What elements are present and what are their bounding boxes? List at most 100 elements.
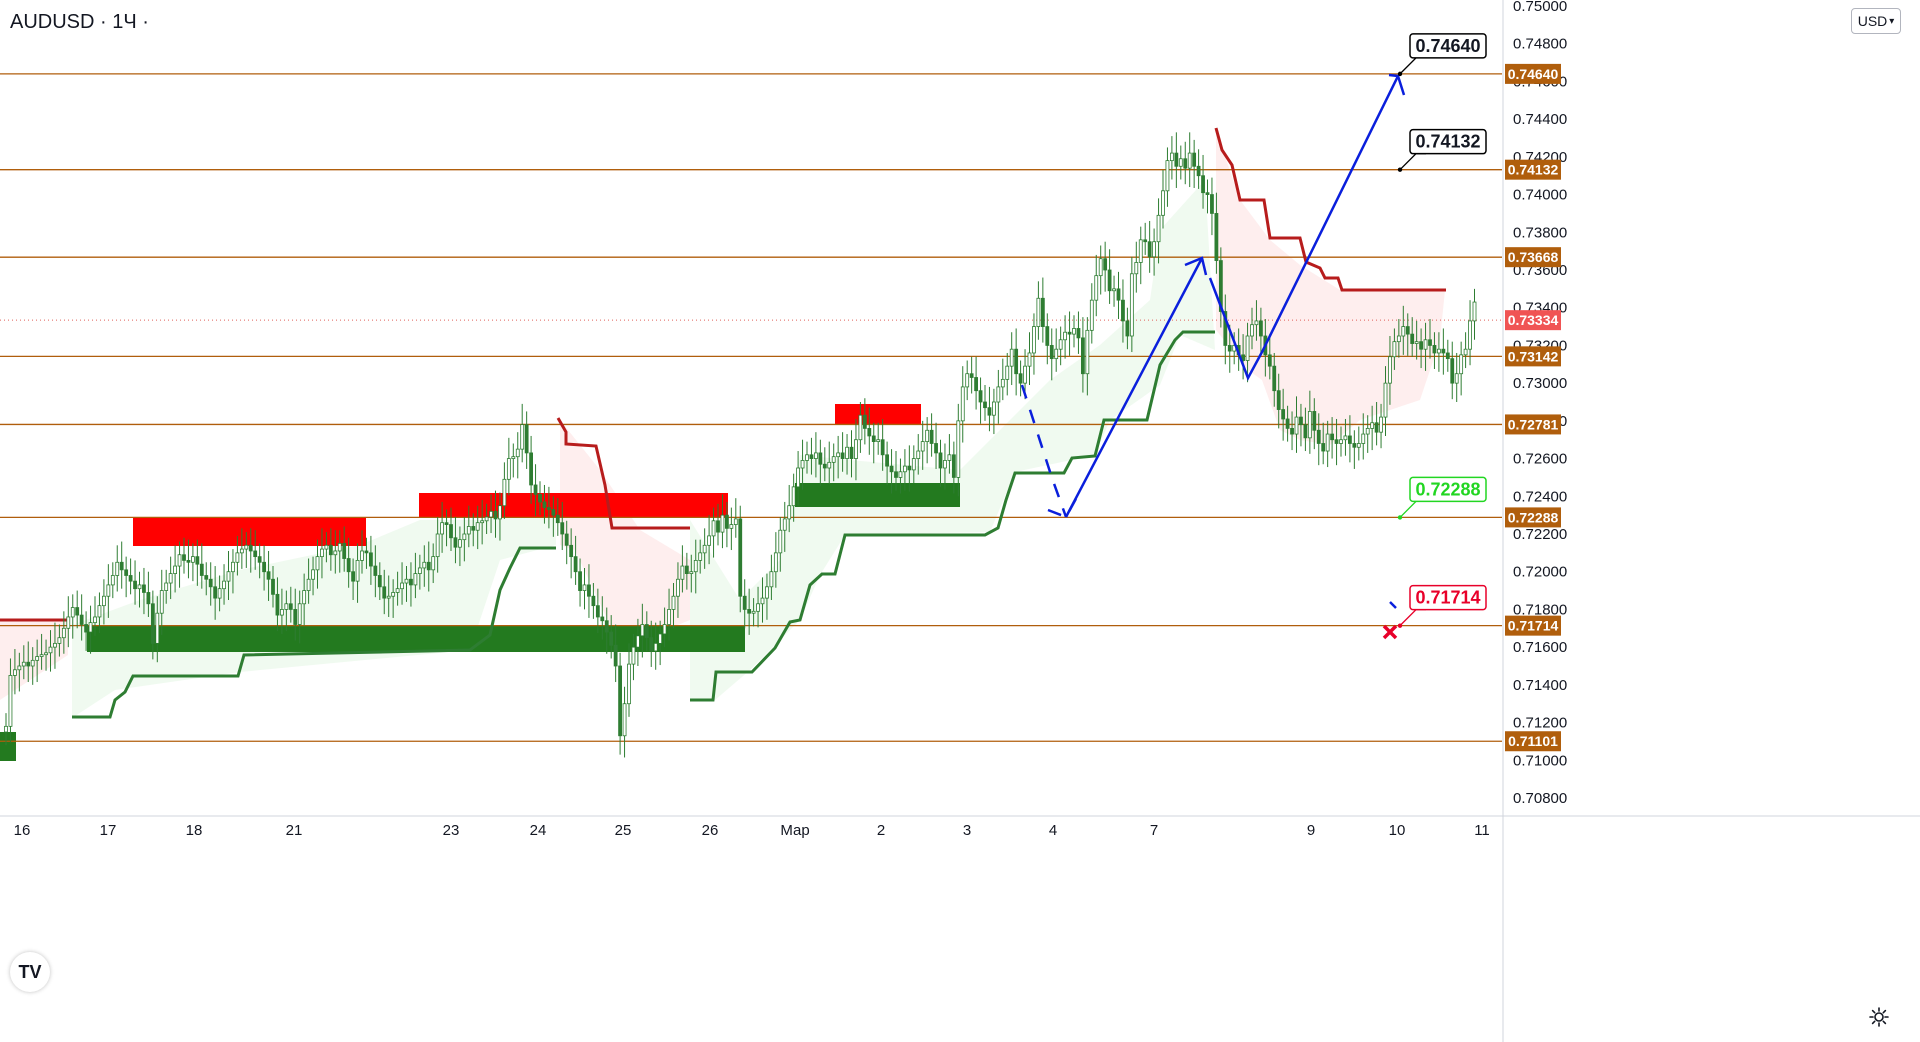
candle-body <box>235 552 240 563</box>
level-price-label-5: 0.72781 <box>1508 416 1559 432</box>
callout-anchor-2 <box>1397 167 1403 172</box>
candle-body <box>66 616 71 629</box>
candle-body <box>885 454 889 467</box>
candle-body <box>208 578 213 588</box>
candle-body <box>1227 345 1232 352</box>
candle-body <box>782 518 787 531</box>
candle-body <box>738 518 743 597</box>
candle-body <box>231 561 235 573</box>
candle-body <box>324 544 329 550</box>
candle-body <box>769 571 774 588</box>
candle-body <box>119 561 124 571</box>
candle-body <box>226 571 231 582</box>
candle-body <box>462 533 467 541</box>
fill-green-1 <box>72 500 556 718</box>
callout-leader-1 <box>1399 57 1426 75</box>
callout-box-2 <box>1409 128 1487 155</box>
price-tick: 0.72400 <box>1513 488 1567 505</box>
candle-body <box>386 595 391 599</box>
candle-body <box>182 554 186 561</box>
candle-body <box>871 435 876 443</box>
candle-body <box>1259 320 1263 337</box>
candle-body <box>1432 345 1437 354</box>
candle-body <box>320 548 324 558</box>
candle-body <box>765 586 769 599</box>
candle-body <box>253 550 258 558</box>
candle-body <box>1054 348 1059 360</box>
candle-body <box>360 550 364 561</box>
time-tick: 7 <box>1150 822 1158 839</box>
candle-body <box>1027 352 1032 367</box>
candle-body <box>1370 422 1375 429</box>
currency-selector[interactable]: USD ▾ <box>1851 8 1901 34</box>
level-price-tag-4 <box>1505 346 1561 367</box>
candle-body <box>373 565 378 576</box>
candle-body <box>293 609 298 625</box>
candle-body <box>1272 365 1277 392</box>
time-tick: 24 <box>530 822 547 839</box>
supply-zone-2 <box>419 493 728 517</box>
candle-body <box>213 586 218 599</box>
horizontal-levels <box>0 73 1502 742</box>
time-tick: 3 <box>963 822 971 839</box>
candle-body <box>1410 333 1415 344</box>
candle-body <box>297 603 302 625</box>
price-tick: 0.72200 <box>1513 526 1567 543</box>
candle-body <box>1174 152 1179 167</box>
candle-body <box>716 520 720 533</box>
candle-body <box>1147 241 1152 258</box>
gear-icon[interactable] <box>1866 1004 1892 1030</box>
candle-body <box>564 533 569 546</box>
forecast-arrow-head-1 <box>1184 256 1208 276</box>
level-price-tag-2 <box>1505 159 1561 180</box>
candle-body <box>106 584 111 597</box>
callout-anchor-1 <box>1397 71 1403 77</box>
candle-body <box>644 624 649 639</box>
level-price-label-3: 0.73668 <box>1508 249 1559 265</box>
candle-body <box>809 454 814 459</box>
level-price-tag-3 <box>1505 247 1561 268</box>
candle-body <box>894 471 898 478</box>
candle-body <box>159 590 164 614</box>
candle-body <box>17 665 22 671</box>
candle-body <box>1138 239 1143 263</box>
candle-body <box>266 571 271 580</box>
candle-body <box>658 633 663 644</box>
candle-body <box>720 514 725 533</box>
candle-body <box>57 637 62 644</box>
candle-body <box>725 514 729 529</box>
candle-body <box>1112 288 1116 292</box>
candle-body <box>177 554 182 567</box>
candle-body <box>1067 331 1072 335</box>
candle-body <box>920 441 925 452</box>
candle-body <box>684 565 689 574</box>
candle-body <box>217 588 222 599</box>
forecast-arrow-up-1 <box>1064 257 1204 518</box>
candle-body <box>284 603 289 610</box>
candle-body <box>911 458 916 471</box>
candle-body <box>404 578 409 584</box>
tradingview-logo[interactable]: TV <box>10 952 50 992</box>
candle-body <box>417 567 422 575</box>
candle-body <box>1379 416 1383 433</box>
candle-body <box>1121 299 1125 322</box>
candle-body <box>1125 320 1130 337</box>
candle-body <box>333 550 338 556</box>
candle-body <box>1463 348 1468 356</box>
candle-body <box>1058 339 1063 350</box>
candle-body <box>680 565 685 580</box>
candle-body <box>760 597 765 605</box>
candle-body <box>1307 411 1312 439</box>
candle-body <box>426 561 431 571</box>
candle-body <box>102 595 106 607</box>
level-price-tag-1 <box>1505 63 1561 84</box>
candle-body <box>1316 429 1321 444</box>
candle-body <box>35 656 40 661</box>
candle-body <box>676 578 680 597</box>
candle-body <box>164 582 169 591</box>
candle-body <box>1103 258 1108 271</box>
candle-body <box>916 450 921 459</box>
candle-body <box>1365 427 1370 435</box>
